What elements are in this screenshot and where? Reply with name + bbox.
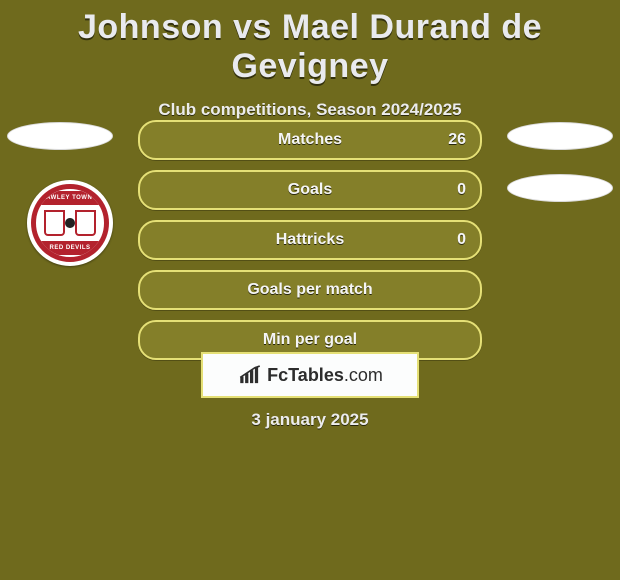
stat-label: Matches: [140, 122, 480, 158]
stat-value: 0: [457, 172, 466, 208]
club-badge-inner: CRAWLEY TOWN FC RED DEVILS: [31, 184, 109, 262]
stat-label: Goals: [140, 172, 480, 208]
bar-chart-icon: [237, 364, 263, 386]
stat-bars: Matches 26 Goals 0 Hattricks 0 Goals per…: [138, 120, 482, 370]
page-subtitle: Club competitions, Season 2024/2025: [0, 100, 620, 120]
stat-label: Hattricks: [140, 222, 480, 258]
football-icon: [65, 218, 75, 228]
stat-bar-goals: Goals 0: [138, 170, 482, 210]
placeholder-ellipse-right-1: [507, 122, 613, 150]
watermark-text: FcTables.com: [267, 365, 383, 386]
stat-value: 26: [448, 122, 466, 158]
page-title: Johnson vs Mael Durand de Gevigney: [0, 0, 620, 86]
club-badge-bottom-text: RED DEVILS: [36, 241, 104, 255]
publish-date: 3 january 2025: [0, 410, 620, 430]
stat-bar-goals-per-match: Goals per match: [138, 270, 482, 310]
club-badge-left: CRAWLEY TOWN FC RED DEVILS: [27, 180, 113, 266]
stat-label: Goals per match: [140, 272, 480, 308]
comparison-infographic: Johnson vs Mael Durand de Gevigney Club …: [0, 0, 620, 580]
club-badge-top-text: CRAWLEY TOWN FC: [36, 191, 104, 205]
stat-value: 0: [457, 222, 466, 258]
watermark-domain: .com: [344, 365, 383, 385]
club-badge-shield-left: [44, 210, 65, 236]
stat-bar-matches: Matches 26: [138, 120, 482, 160]
club-badge-shield-right: [75, 210, 96, 236]
placeholder-ellipse-left: [7, 122, 113, 150]
placeholder-ellipse-right-2: [507, 174, 613, 202]
club-badge-middle: [44, 207, 96, 239]
stat-bar-hattricks: Hattricks 0: [138, 220, 482, 260]
watermark-brand: FcTables: [267, 365, 344, 385]
watermark: FcTables.com: [201, 352, 419, 398]
